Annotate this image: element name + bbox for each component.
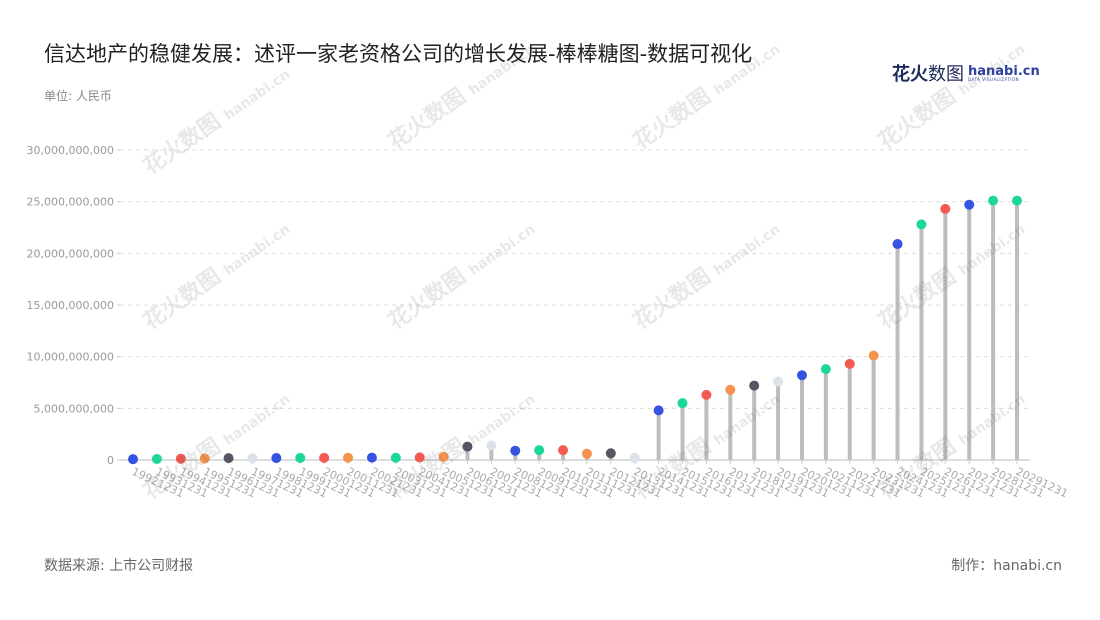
lollipop-dot	[247, 453, 258, 464]
watermark-text-en: hanabi.cn	[711, 391, 783, 448]
watermark-text: 花火数图	[629, 263, 716, 335]
watermark-text: 花火数图	[139, 263, 226, 335]
lollipop-dot	[558, 445, 569, 456]
logo-en: hanabi.cn DATA VISUALIZATION	[968, 65, 1040, 82]
watermark-text: 花火数图	[874, 83, 961, 155]
data-source: 数据来源: 上市公司财报	[44, 558, 194, 574]
lollipop-dot	[271, 453, 282, 464]
lollipop-dot	[175, 453, 186, 464]
lollipop-dot	[988, 195, 999, 206]
watermark-text: 花火数图	[384, 83, 471, 155]
brand-logo: 花火数图 hanabi.cn DATA VISUALIZATION	[892, 60, 1040, 86]
lollipop-dot	[701, 389, 712, 400]
lollipop-dot	[462, 441, 473, 452]
lollipop-dot	[366, 452, 377, 463]
lollipop-dot	[940, 203, 951, 214]
lollipop-dot	[534, 445, 545, 456]
watermark-text: 花火数图	[629, 83, 716, 155]
logo-cn-bold: 花火	[892, 64, 928, 85]
lollipop-dot	[916, 219, 927, 230]
watermark-text-en: hanabi.cn	[466, 391, 538, 448]
watermark-text: 花火数图	[874, 263, 961, 335]
logo-cn-light: 数图	[928, 64, 964, 85]
y-tick-label: 0	[107, 454, 114, 467]
maker-credit: 制作：hanabi.cn	[951, 558, 1062, 574]
lollipop-dot	[653, 405, 664, 416]
lollipop-dot	[438, 451, 449, 462]
watermark-text: 花火数图	[384, 263, 471, 335]
lollipop-dot	[486, 440, 497, 451]
logo-en-text: hanabi.cn	[968, 63, 1040, 79]
lollipop-dot	[199, 453, 210, 464]
logo-cn: 花火数图	[892, 60, 964, 86]
y-tick-label: 15,000,000,000	[27, 299, 114, 312]
watermark-text: 花火数图	[139, 108, 226, 180]
y-tick-label: 20,000,000,000	[27, 247, 114, 260]
y-tick-label: 25,000,000,000	[27, 196, 114, 209]
unit-label: 单位: 人民币	[44, 89, 112, 103]
watermark-text-en: hanabi.cn	[711, 41, 783, 98]
watermark-text-en: hanabi.cn	[466, 221, 538, 278]
watermark-text-en: hanabi.cn	[956, 41, 1028, 98]
lollipop-dot	[128, 454, 138, 465]
lollipop-dot	[151, 453, 162, 464]
y-tick-label: 5,000,000,000	[34, 402, 114, 415]
watermark-text-en: hanabi.cn	[221, 221, 293, 278]
watermark-text-en: hanabi.cn	[221, 391, 293, 448]
lollipop-dot	[964, 199, 975, 210]
lollipop-dot	[343, 452, 354, 463]
y-tick-label: 30,000,000,000	[27, 144, 114, 157]
lollipop-dot	[414, 452, 425, 463]
watermark-text-en: hanabi.cn	[221, 66, 293, 123]
lollipop-dot	[725, 384, 736, 395]
watermark-text-en: hanabi.cn	[711, 221, 783, 278]
lollipop-dot	[581, 448, 592, 459]
watermark-text-en: hanabi.cn	[466, 41, 538, 98]
lollipop-dot	[677, 398, 688, 409]
lollipop-dot	[1012, 195, 1022, 206]
lollipop-dot	[629, 452, 640, 463]
lollipop-dot	[749, 380, 760, 391]
lollipop-dot	[868, 350, 879, 361]
lollipop-dot	[510, 445, 521, 456]
lollipop-dot	[295, 452, 306, 463]
lollipop-dot	[820, 364, 831, 375]
lollipop-dot	[773, 376, 784, 387]
lollipop-dot	[390, 452, 401, 463]
lollipop-dot	[796, 370, 807, 381]
lollipop-dot	[319, 452, 330, 463]
chart-title: 信达地产的稳健发展：述评一家老资格公司的增长发展-棒棒糖图-数据可视化	[44, 42, 753, 66]
lollipop-dot	[605, 448, 616, 459]
lollipop-dot	[223, 453, 234, 464]
logo-en-sub: DATA VISUALIZATION	[968, 76, 1020, 82]
lollipop-dot	[844, 358, 855, 369]
lollipop-dot	[892, 239, 903, 250]
y-tick-label: 10,000,000,000	[27, 351, 114, 364]
